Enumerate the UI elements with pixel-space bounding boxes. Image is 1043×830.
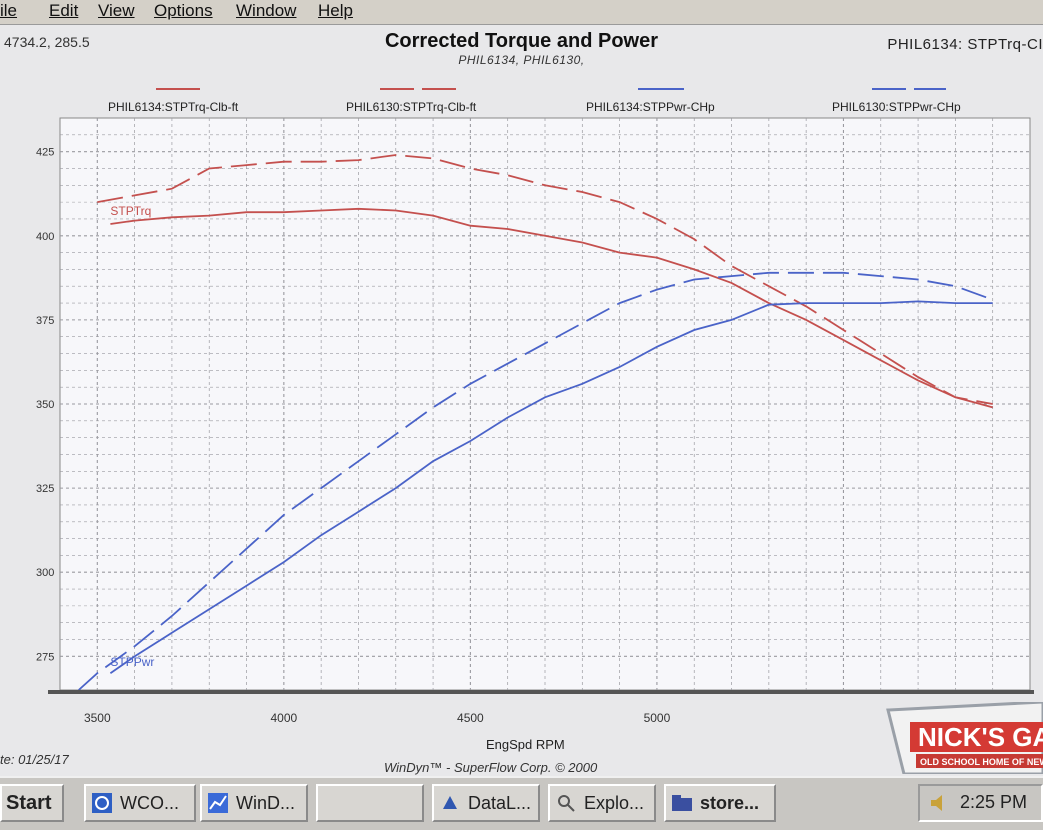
menu-window[interactable]: Window bbox=[236, 1, 297, 20]
taskbar-item-windyn[interactable]: WinD... bbox=[200, 784, 308, 822]
y-tick-label: 325 bbox=[36, 483, 54, 495]
graph-icon bbox=[208, 793, 228, 813]
legend-swatch-2 bbox=[380, 88, 456, 90]
legend-swatch-4 bbox=[872, 88, 946, 90]
y-tick-label: 300 bbox=[36, 567, 54, 579]
taskbar-item-explorer[interactable]: Explo... bbox=[548, 784, 656, 822]
legend-swatch-3 bbox=[638, 88, 684, 90]
taskbar-label: WinD... bbox=[236, 793, 296, 813]
menu-edit[interactable]: Edit bbox=[49, 1, 79, 20]
taskbar-label: DataL... bbox=[468, 793, 532, 813]
series-annotations: STPTrq STPPwr bbox=[110, 204, 154, 669]
speaker-icon[interactable] bbox=[928, 792, 948, 814]
logo-badge-icon: NICK'S GARA OLD SCHOOL HOME OF NEW M bbox=[886, 700, 1043, 776]
chart-title: Corrected Torque and Power bbox=[384, 30, 658, 52]
legend-entry-4[interactable]: PHIL6130:STPPwr-CHp bbox=[832, 86, 1032, 118]
x-axis-label: EngSpd RPM bbox=[486, 737, 565, 752]
taskbar-item-blank[interactable] bbox=[316, 784, 424, 822]
series-line-1[interactable] bbox=[110, 207, 993, 409]
y-tick-label: 275 bbox=[36, 651, 54, 663]
x-tick-label: 3500 bbox=[84, 711, 111, 725]
software-credit: WinDyn™ - SuperFlow Corp. © 2000 bbox=[384, 760, 598, 775]
series-lines bbox=[78, 154, 994, 691]
start-button[interactable]: Start bbox=[0, 784, 64, 822]
cursor-readout: 4734.2, 285.5 bbox=[4, 34, 90, 50]
series-annotation: STPTrq bbox=[110, 204, 151, 218]
legend-label-2: PHIL6130:STPTrq-Clb-ft bbox=[346, 100, 477, 114]
series-line-4[interactable] bbox=[78, 271, 994, 691]
series-line-2[interactable] bbox=[97, 154, 993, 405]
active-channel-label: PHIL6134: STPTrq-CI bbox=[887, 36, 1043, 53]
taskbar-item-store[interactable]: store... bbox=[664, 784, 776, 822]
taskbar-label: store... bbox=[700, 793, 760, 813]
folder-icon bbox=[672, 795, 692, 811]
legend-entry-3[interactable]: PHIL6134:STPPwr-CHp bbox=[586, 86, 786, 118]
legend-swatch-1 bbox=[156, 88, 200, 90]
series-annotation: STPPwr bbox=[110, 655, 154, 669]
x-tick-label: 5000 bbox=[644, 711, 671, 725]
legend-label-1: PHIL6134:STPTrq-Clb-ft bbox=[108, 100, 239, 114]
taskbar: Start WCO... WinD... DataL... Explo... s… bbox=[0, 776, 1043, 830]
y-tick-label: 400 bbox=[36, 231, 54, 243]
taskbar-item-wco[interactable]: WCO... bbox=[84, 784, 196, 822]
menu-bar: ile Edit View Options Window Help bbox=[0, 0, 1043, 25]
globe-icon bbox=[92, 793, 112, 813]
logo-title: NICK'S GARA bbox=[918, 722, 1043, 752]
taskbar-item-datalog[interactable]: DataL... bbox=[432, 784, 540, 822]
menu-help[interactable]: Help bbox=[318, 1, 353, 20]
menu-options[interactable]: Options bbox=[154, 1, 213, 20]
grid-lines bbox=[60, 118, 1030, 690]
y-tick-label: 425 bbox=[36, 147, 54, 159]
y-tick-label: 350 bbox=[36, 399, 54, 411]
torque-power-chart: 275 300 325 350 375 400 425 3500 4000 4500 5000 ST… bbox=[36, 117, 1034, 725]
y-tick-label: 375 bbox=[36, 315, 54, 327]
menu-view[interactable]: View bbox=[98, 1, 135, 20]
garage-logo: NICK'S GARA OLD SCHOOL HOME OF NEW M bbox=[880, 700, 1043, 776]
taskbar-label: WCO... bbox=[120, 793, 179, 813]
menu-file[interactable]: ile bbox=[0, 1, 18, 20]
series-line-3[interactable] bbox=[109, 300, 993, 674]
clock[interactable]: 2:25 PM bbox=[960, 792, 1028, 812]
logo-tagline: OLD SCHOOL HOME OF NEW M bbox=[920, 757, 1043, 767]
magnifier-icon bbox=[558, 795, 575, 812]
chart-subtitle: PHIL6134, PHIL6130, bbox=[458, 53, 585, 67]
legend-label-4: PHIL6130:STPPwr-CHp bbox=[832, 100, 961, 114]
legend-entry-2[interactable]: PHIL6130:STPTrq-Clb-ft bbox=[346, 86, 546, 118]
x-tick-label: 4500 bbox=[457, 711, 484, 725]
axis-tick-labels: 275 300 325 350 375 400 425 3500 4000 4500 5000 bbox=[36, 147, 671, 725]
taskbar-label: Explo... bbox=[584, 793, 645, 813]
system-tray: 2:25 PM bbox=[918, 784, 1043, 822]
legend-entry-1[interactable]: PHIL6134:STPTrq-Clb-ft bbox=[108, 86, 308, 118]
data-icon bbox=[443, 796, 457, 809]
test-date: te: 01/25/17 bbox=[0, 752, 69, 767]
legend-label-3: PHIL6134:STPPwr-CHp bbox=[586, 100, 715, 114]
x-tick-label: 4000 bbox=[270, 711, 297, 725]
